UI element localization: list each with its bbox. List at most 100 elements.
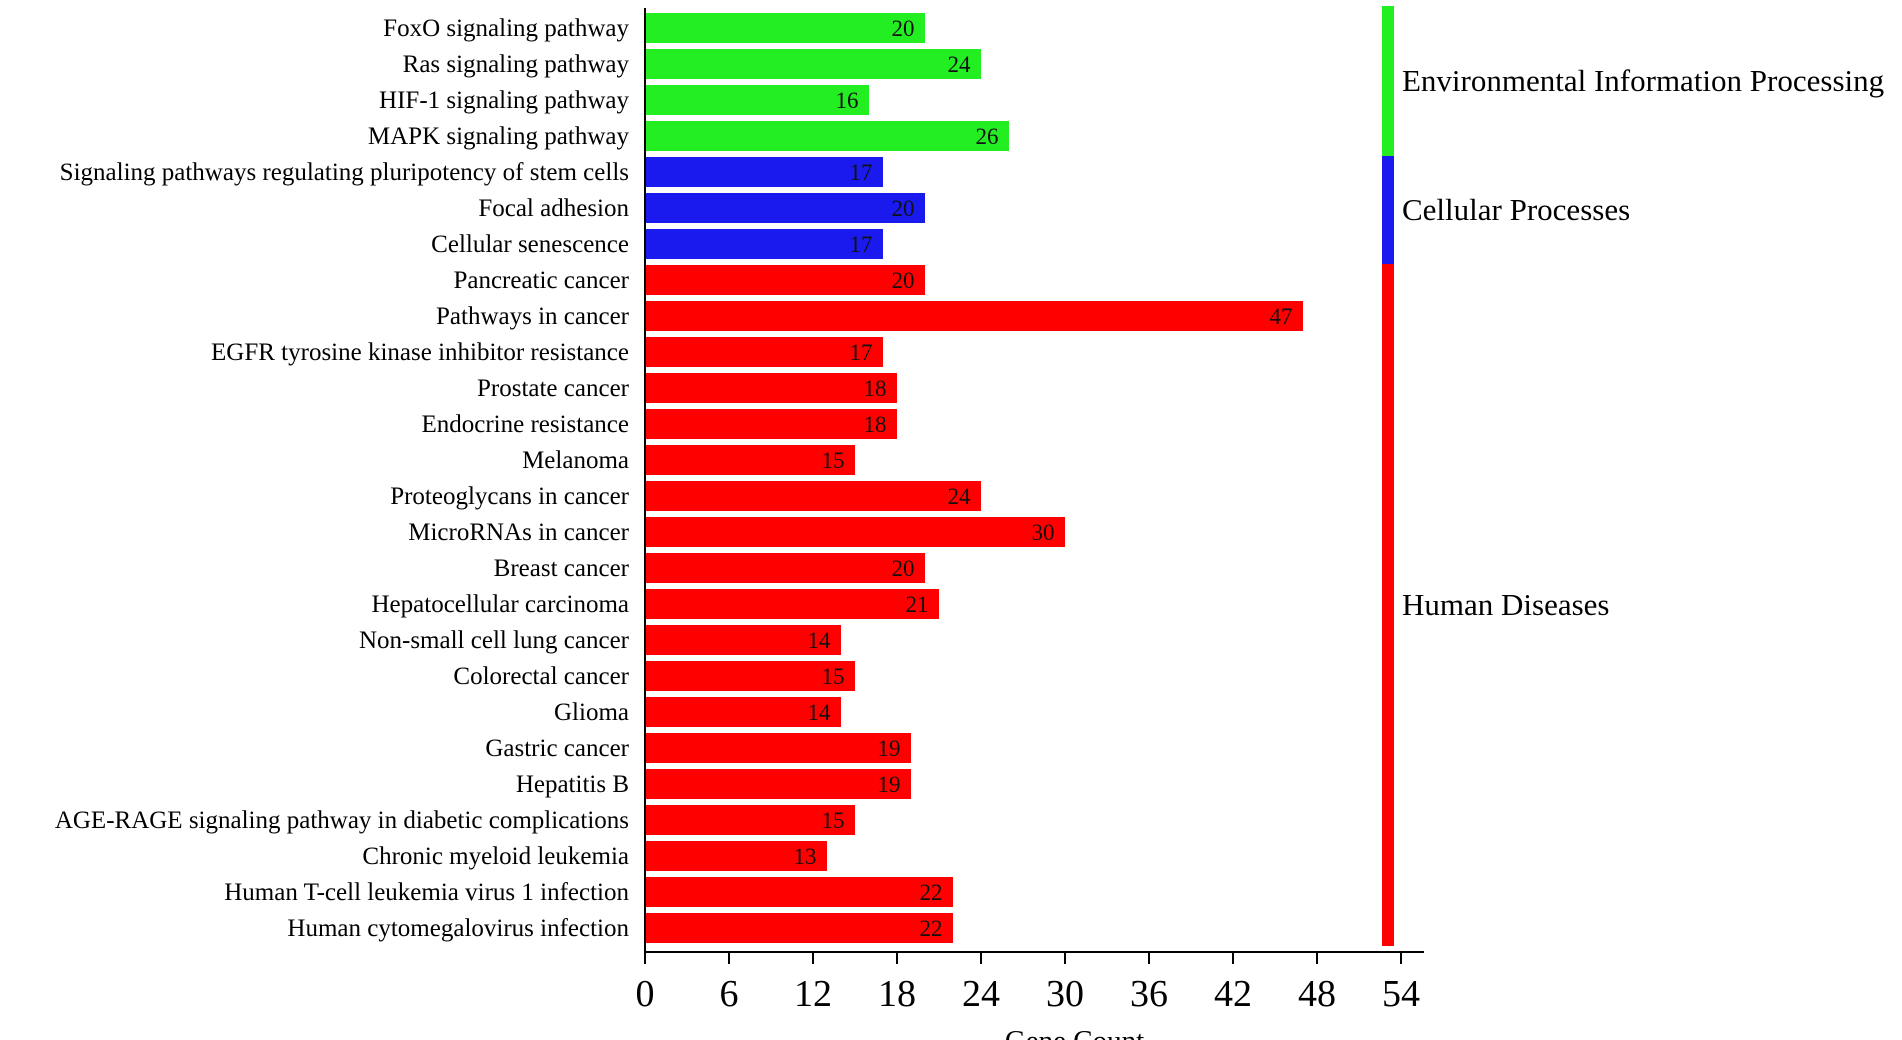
category-label: Hepatitis B: [516, 771, 629, 798]
bar: [645, 229, 883, 259]
value-label: 20: [892, 196, 915, 221]
x-tick-label: 48: [1298, 973, 1336, 1015]
category-label: Cellular senescence: [431, 231, 629, 258]
bar: [645, 445, 855, 475]
x-tick-label: 42: [1214, 973, 1252, 1015]
value-label: 21: [906, 592, 929, 617]
bar: [645, 301, 1303, 331]
bars-group: [645, 13, 1303, 943]
value-label: 22: [920, 880, 943, 905]
category-label: Proteoglycans in cancer: [390, 483, 629, 510]
value-label: 18: [864, 376, 887, 401]
x-tick-label: 6: [720, 973, 739, 1015]
bar: [645, 265, 925, 295]
bar: [645, 841, 827, 871]
group-label: Environmental Information Processing: [1402, 63, 1884, 98]
group-labels-group: Environmental Information Processing Cell…: [1402, 63, 1884, 622]
bar: [645, 805, 855, 835]
category-label: AGE-RAGE signaling pathway in diabetic c…: [55, 807, 629, 834]
bar: [645, 517, 1065, 547]
category-label: Human T-cell leukemia virus 1 infection: [224, 879, 629, 906]
category-label: Human cytomegalovirus infection: [287, 915, 629, 942]
group-color-strip: [1382, 6, 1394, 946]
category-label: MAPK signaling pathway: [368, 123, 630, 150]
bar: [645, 661, 855, 691]
value-label: 14: [808, 628, 832, 653]
bar: [645, 877, 953, 907]
value-label: 14: [808, 700, 832, 725]
bar: [645, 481, 981, 511]
value-label: 24: [948, 52, 972, 77]
value-label: 17: [850, 340, 873, 365]
bar: [645, 49, 981, 79]
category-label: Prostate cancer: [477, 375, 630, 402]
category-label: Melanoma: [522, 447, 629, 474]
value-label: 15: [822, 664, 845, 689]
category-label: Gastric cancer: [485, 735, 629, 762]
bar: [645, 769, 911, 799]
bar: [645, 157, 883, 187]
value-label: 30: [1032, 520, 1055, 545]
group-strip-segment: [1382, 156, 1394, 264]
x-tick-label: 12: [794, 973, 832, 1015]
category-label: HIF-1 signaling pathway: [379, 87, 629, 114]
value-label: 18: [864, 412, 887, 437]
bar: [645, 913, 953, 943]
value-label: 47: [1270, 304, 1293, 329]
value-label: 20: [892, 268, 915, 293]
bar: [645, 625, 841, 655]
category-label: Ras signaling pathway: [403, 51, 630, 78]
value-label: 17: [850, 160, 873, 185]
x-tick-label: 30: [1046, 973, 1084, 1015]
category-label: Chronic myeloid leukemia: [362, 843, 629, 870]
value-label: 20: [892, 16, 915, 41]
value-label: 15: [822, 808, 845, 833]
category-label: Signaling pathways regulating pluripoten…: [60, 159, 629, 186]
category-label: Hepatocellular carcinoma: [372, 591, 630, 618]
group-label: Cellular Processes: [1402, 192, 1630, 227]
bar: [645, 409, 897, 439]
category-label: MicroRNAs in cancer: [408, 519, 629, 546]
category-label: Endocrine resistance: [421, 411, 629, 438]
category-label: Breast cancer: [494, 555, 630, 582]
value-label: 15: [822, 448, 845, 473]
category-label: Colorectal cancer: [453, 663, 629, 690]
bar: [645, 373, 897, 403]
value-label: 17: [850, 232, 873, 257]
x-tick-label: 36: [1130, 973, 1168, 1015]
value-label: 24: [948, 484, 972, 509]
group-label: Human Diseases: [1402, 587, 1609, 622]
value-label: 20: [892, 556, 915, 581]
category-label: Focal adhesion: [478, 195, 629, 222]
x-tick-label: 0: [636, 973, 655, 1015]
bar: [645, 589, 939, 619]
value-labels-group: 20 24 16 26 17 20 17 20 47 17 18 18 15 24 30 20 21 14 15 14…: [794, 16, 1293, 941]
bar: [645, 121, 1009, 151]
category-label: FoxO signaling pathway: [383, 15, 629, 42]
bar: [645, 553, 925, 583]
bar: [645, 85, 869, 115]
group-strip-segment: [1382, 264, 1394, 946]
bar: [645, 337, 883, 367]
value-label: 16: [836, 88, 859, 113]
value-label: 19: [878, 772, 901, 797]
category-labels-group: FoxO signaling pathway Ras signaling path…: [55, 15, 630, 942]
value-label: 22: [920, 916, 943, 941]
category-label: EGFR tyrosine kinase inhibitor resistanc…: [211, 339, 629, 366]
bar: [645, 193, 925, 223]
category-label: Glioma: [554, 699, 629, 726]
bar: [645, 13, 925, 43]
value-label: 19: [878, 736, 901, 761]
category-label: Pathways in cancer: [436, 303, 630, 330]
group-strip-segment: [1382, 6, 1394, 156]
x-axis-title: Gene Count: [1005, 1025, 1144, 1040]
x-tick-label: 18: [878, 973, 916, 1015]
category-label: Non-small cell lung cancer: [359, 627, 630, 654]
x-tick-label: 54: [1382, 973, 1420, 1015]
axes-group: 0 6 12 18 24 30 36 42 48 54: [636, 8, 1424, 1015]
value-label: 13: [794, 844, 817, 869]
x-tick-label: 24: [962, 973, 1000, 1015]
value-label: 26: [976, 124, 999, 149]
bar: [645, 733, 911, 763]
